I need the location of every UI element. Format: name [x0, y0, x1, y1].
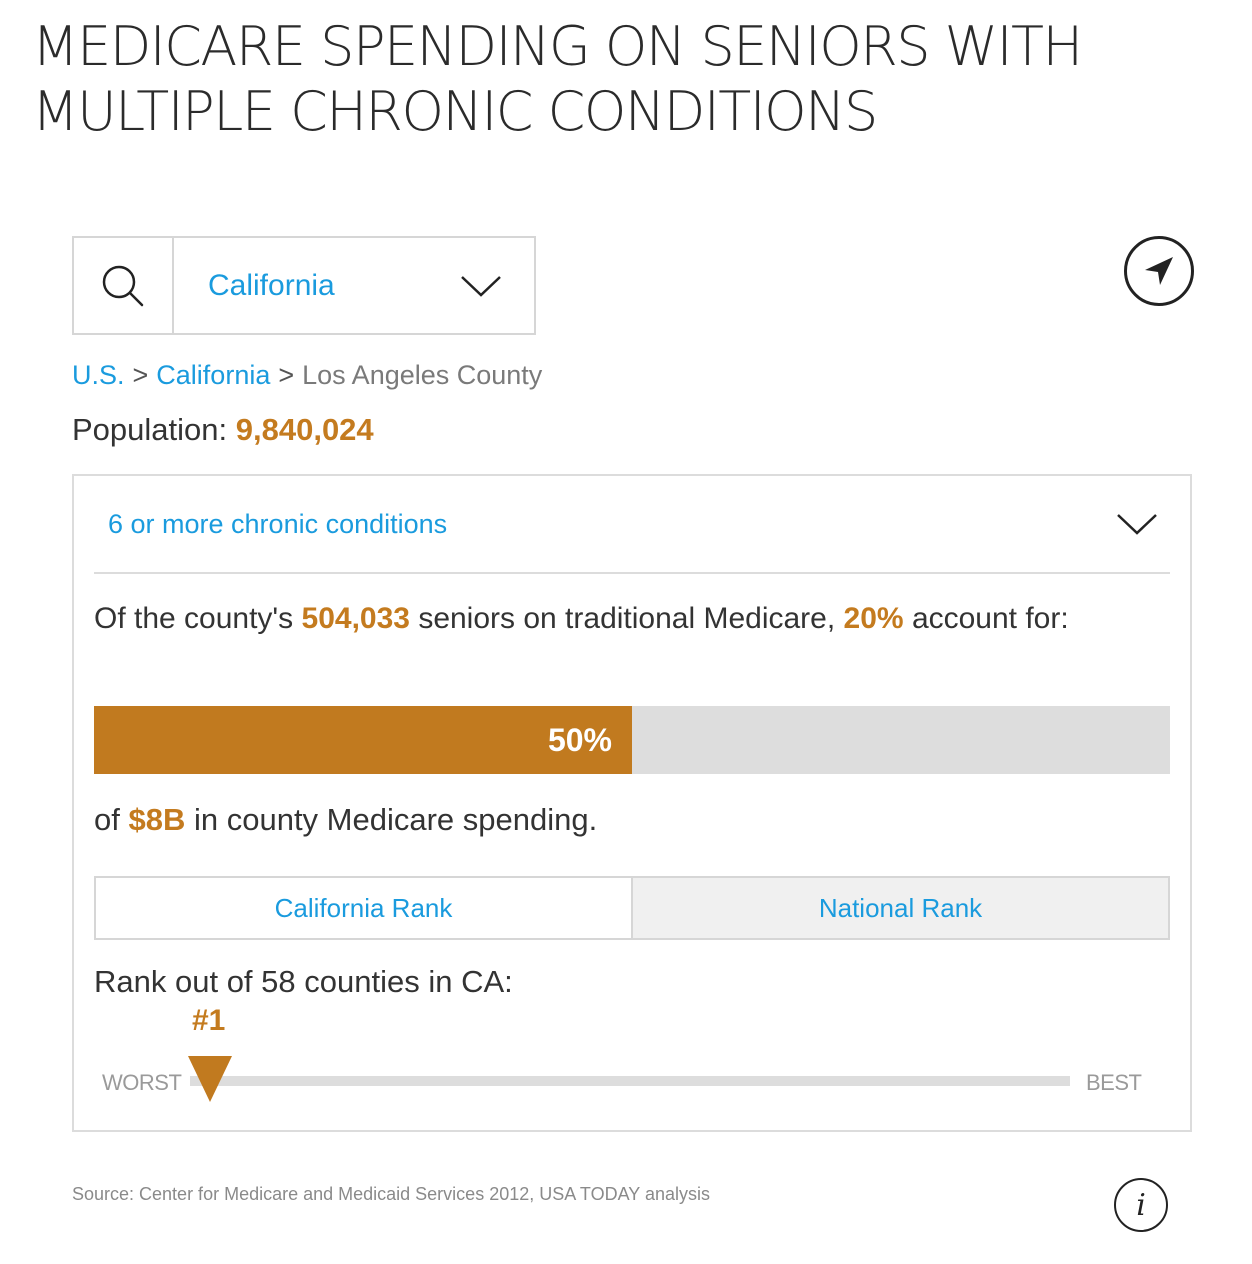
county-panel: 6 or more chronic conditions Of the coun… — [72, 474, 1192, 1132]
breadcrumb-separator: > — [278, 360, 295, 390]
state-select-value: California — [208, 268, 335, 302]
spending-text: of $8B in county Medicare spending. — [94, 802, 597, 838]
summary-middle: seniors on traditional Medicare, — [418, 602, 836, 635]
breadcrumb-separator: > — [132, 360, 149, 390]
population-label: Population: — [72, 412, 228, 447]
spending-amount: $8B — [128, 802, 186, 837]
rank-scale-track — [190, 1076, 1070, 1086]
tab-national-rank[interactable]: National Rank — [631, 878, 1168, 938]
population: Population: 9,840,024 — [72, 412, 374, 448]
spending-suffix: in county Medicare spending. — [193, 802, 598, 837]
info-icon: i — [1136, 1187, 1146, 1223]
chevron-down-icon — [1117, 514, 1157, 535]
scale-best-label: BEST — [1086, 1070, 1142, 1095]
location-search: California — [72, 236, 536, 335]
page-title: MEDICARE SPENDING ON SENIORS WITH MULTIP… — [32, 15, 1083, 143]
spending-share-bar: 50% — [94, 706, 1170, 774]
breadcrumb-state[interactable]: California — [156, 360, 271, 390]
rank-value: #1 — [192, 1004, 226, 1037]
breadcrumb-us[interactable]: U.S. — [72, 360, 125, 390]
rank-heading: Rank out of 58 counties in CA: — [94, 964, 513, 999]
rank-tabs: California Rank National Rank — [94, 876, 1170, 940]
navigation-arrow-icon — [1145, 257, 1173, 285]
info-button[interactable]: i — [1114, 1178, 1168, 1232]
seniors-percent: 20% — [843, 602, 904, 635]
condition-select-value: 6 or more chronic conditions — [108, 508, 448, 539]
summary-text: Of the county's 504,033 seniors on tradi… — [94, 596, 1154, 642]
chevron-down-icon — [461, 275, 501, 297]
locate-me-button[interactable] — [1124, 236, 1194, 306]
summary-prefix: Of the county's — [94, 602, 294, 635]
search-icon — [102, 265, 144, 306]
breadcrumb-county: Los Angeles County — [302, 360, 543, 390]
scale-worst-label: WORST — [102, 1070, 182, 1095]
seniors-count: 504,033 — [301, 602, 410, 635]
tab-state-rank[interactable]: California Rank — [96, 878, 631, 938]
summary-suffix: account for: — [911, 602, 1069, 635]
search-button[interactable] — [74, 238, 174, 333]
state-select[interactable]: California — [174, 238, 534, 333]
population-value: 9,840,024 — [235, 412, 374, 447]
spending-prefix: of — [94, 802, 120, 837]
condition-select[interactable]: 6 or more chronic conditions — [94, 476, 1170, 574]
rank-marker-icon — [188, 1056, 232, 1102]
source-note: Source: Center for Medicare and Medicaid… — [72, 1184, 710, 1204]
spending-share-fill: 50% — [94, 706, 632, 774]
breadcrumb: U.S. > California > Los Angeles County — [72, 360, 542, 391]
spending-share-label: 50% — [547, 721, 612, 758]
